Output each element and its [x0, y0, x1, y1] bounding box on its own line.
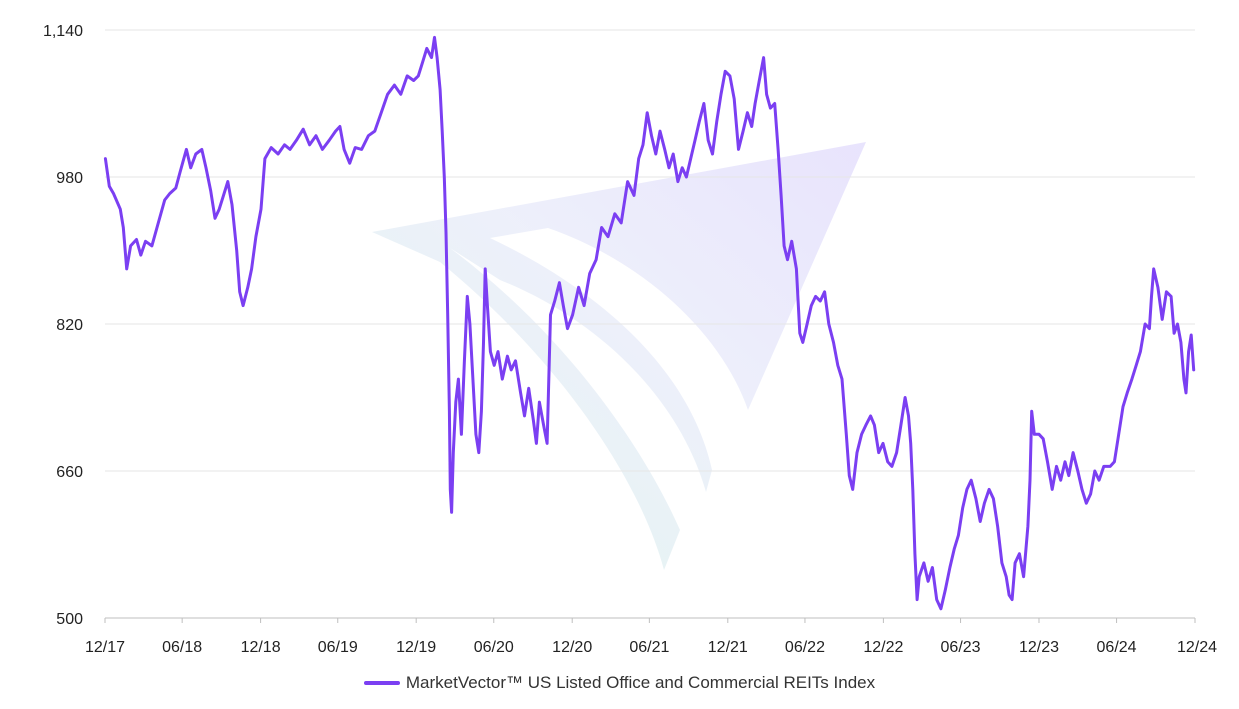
- x-tick-label: 12/17: [85, 639, 125, 656]
- legend: MarketVector™ US Listed Office and Comme…: [0, 672, 1239, 693]
- y-tick-label: 820: [56, 317, 83, 334]
- y-tick-label: 1,140: [43, 23, 83, 40]
- legend-item: MarketVector™ US Listed Office and Comme…: [363, 673, 876, 693]
- x-tick-label: 06/22: [785, 639, 825, 656]
- x-tick-label: 12/21: [708, 639, 748, 656]
- x-tick-label: 12/24: [1177, 639, 1217, 656]
- y-tick-labels: 500 660 820 980 1,140: [43, 23, 83, 628]
- x-tick-label: 06/23: [941, 639, 981, 656]
- x-tick-label: 06/21: [629, 639, 669, 656]
- series-group: [103, 35, 1196, 611]
- x-tick-label: 06/24: [1097, 639, 1137, 656]
- x-tick-label: 06/20: [474, 639, 514, 656]
- x-tick-label: 12/23: [1019, 639, 1059, 656]
- legend-label: MarketVector™ US Listed Office and Comme…: [405, 673, 876, 692]
- x-tick-label: 12/20: [552, 639, 592, 656]
- x-tick-label: 12/19: [396, 639, 436, 656]
- x-tick-label: 12/18: [241, 639, 281, 656]
- y-gridlines: [105, 29, 1195, 472]
- x-tick-label: 06/18: [162, 639, 202, 656]
- y-tick-label: 980: [56, 170, 83, 187]
- legend-line-swatch: [363, 681, 400, 685]
- axes: [104, 617, 1196, 623]
- series-line: [103, 35, 1196, 611]
- x-tick-labels: 12/17 06/18 12/18 06/19 12/19 06/20 12/20 06/21…: [85, 639, 1217, 656]
- x-tick-label: 12/22: [863, 639, 903, 656]
- watermark-logo: [372, 142, 866, 570]
- y-tick-label: 500: [56, 611, 83, 628]
- y-tick-label: 660: [56, 464, 83, 481]
- x-tick-label: 06/19: [318, 639, 358, 656]
